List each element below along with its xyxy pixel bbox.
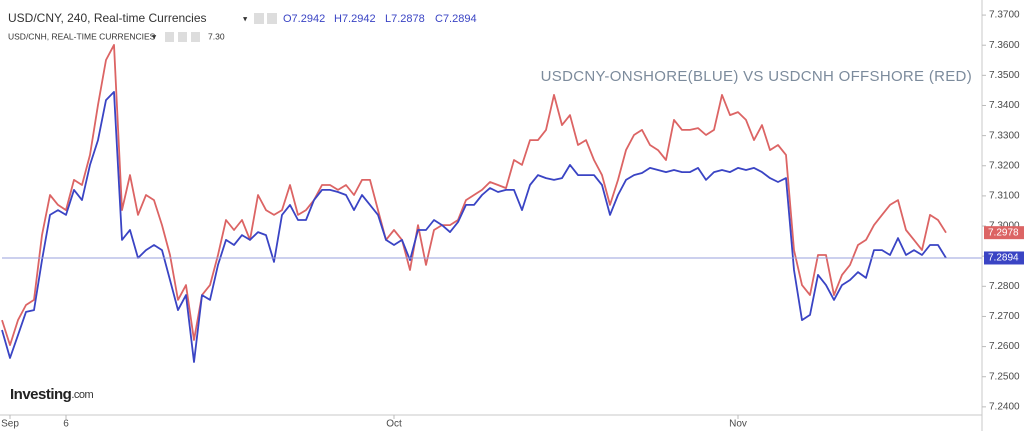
icon-close[interactable] <box>191 32 200 42</box>
x-tick-label: Oct <box>386 419 402 430</box>
logo-suffix: .com <box>71 389 93 401</box>
ohlc-high: H7.2942 <box>334 13 376 25</box>
y-tick-label: 7.2800 <box>989 281 1020 292</box>
y-tick-label: 7.3500 <box>989 70 1020 81</box>
y-tick-label: 7.2700 <box>989 311 1020 322</box>
x-tick-label: Sep <box>1 419 19 430</box>
y-tick-label: 7.3100 <box>989 191 1020 202</box>
y-tick-label: 7.3400 <box>989 100 1020 111</box>
icon-eye[interactable] <box>165 32 174 42</box>
plot-area <box>1 44 982 363</box>
chart-title: USD/CNY, 240, Real-time Currencies <box>8 11 207 25</box>
price-label-box <box>984 251 1024 265</box>
logo: Investing.com <box>10 386 94 403</box>
ohlc-open: O7.2942 <box>283 13 325 25</box>
x-tick-label: Nov <box>729 419 747 430</box>
series-line <box>1 91 947 363</box>
logo-main: Investing <box>10 386 72 403</box>
price-label: 7.2978 <box>988 227 1019 238</box>
y-tick-label: 7.2500 <box>989 371 1020 382</box>
y-tick-label: 7.3300 <box>989 130 1020 141</box>
icon-eye[interactable] <box>254 13 264 24</box>
y-tick-label: 7.3600 <box>989 40 1020 51</box>
dropdown-caret[interactable]: ▾ <box>152 31 157 41</box>
price-label: 7.2894 <box>988 253 1019 264</box>
subtitle-value: 7.30 <box>208 31 225 41</box>
y-tick-label: 7.2600 <box>989 341 1020 352</box>
price-label-box <box>984 226 1024 240</box>
icon-settings[interactable] <box>267 13 277 24</box>
x-tick-label: 6 <box>63 419 69 430</box>
series-line <box>1 44 947 347</box>
dropdown-caret[interactable]: ▾ <box>243 13 248 23</box>
ohlc-low: L7.2878 <box>385 13 425 25</box>
y-tick-label: 7.3200 <box>989 160 1020 171</box>
y-tick-label: 7.3700 <box>989 10 1020 21</box>
y-tick-label: 7.2400 <box>989 402 1020 413</box>
annotation: USDCNY-ONSHORE(BLUE) VS USDCNH OFFSHORE … <box>541 68 972 85</box>
subtitle: USD/CNH, REAL-TIME CURRENCIES <box>8 31 156 41</box>
ohlc-close: C7.2894 <box>435 13 477 25</box>
icon-settings[interactable] <box>178 32 187 42</box>
